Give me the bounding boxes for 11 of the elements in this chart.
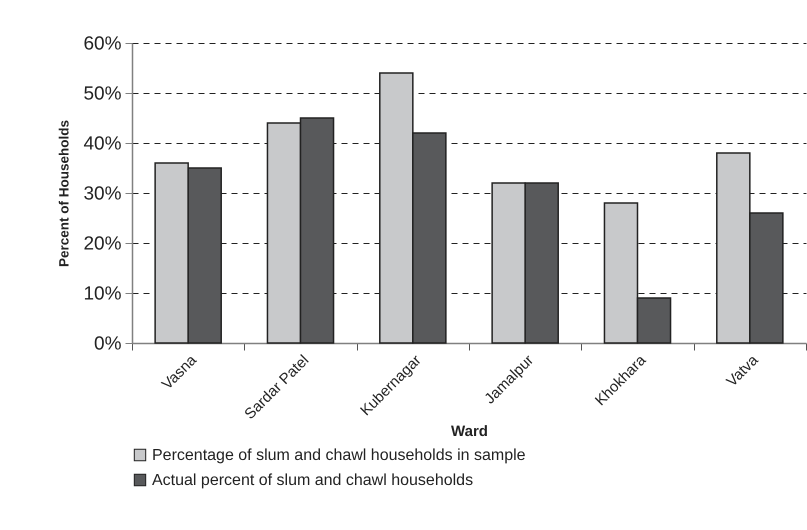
y-tick-label: 20%	[83, 234, 122, 254]
y-tick-label: 30%	[83, 184, 122, 204]
legend-label: Actual percent of slum and chawl households	[152, 472, 474, 489]
y-tick-label: 40%	[83, 134, 122, 154]
y-tick-label: 60%	[83, 34, 122, 54]
y-axis-title: Percent of Households	[56, 120, 72, 268]
x-axis-title: Ward	[451, 423, 488, 440]
y-tick-label: 50%	[83, 84, 122, 104]
legend-label: Percentage of slum and chawl households in sample	[152, 447, 526, 464]
y-tick-label: 10%	[83, 284, 122, 304]
y-tick-label: 0%	[94, 334, 122, 354]
